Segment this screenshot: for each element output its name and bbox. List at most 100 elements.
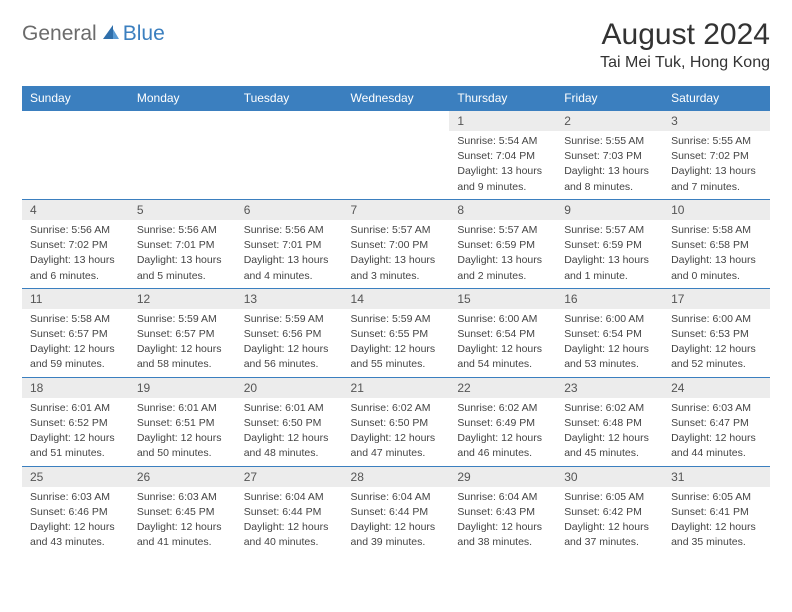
sunrise-line: Sunrise: 6:00 AM — [671, 312, 762, 327]
calendar-cell: 4Sunrise: 5:56 AMSunset: 7:02 PMDaylight… — [22, 199, 129, 288]
sunrise-line: Sunrise: 5:59 AM — [137, 312, 228, 327]
day-number: 1 — [449, 111, 556, 131]
daylight-line: Daylight: 12 hours and 41 minutes. — [137, 520, 228, 550]
sunrise-line: Sunrise: 6:05 AM — [564, 490, 655, 505]
sunrise-line: Sunrise: 6:01 AM — [244, 401, 335, 416]
day-content: Sunrise: 6:05 AMSunset: 6:41 PMDaylight:… — [663, 487, 770, 555]
calendar-row: 1Sunrise: 5:54 AMSunset: 7:04 PMDaylight… — [22, 111, 770, 200]
sunset-line: Sunset: 6:44 PM — [244, 505, 335, 520]
sunrise-line: Sunrise: 5:57 AM — [564, 223, 655, 238]
sunrise-line: Sunrise: 6:01 AM — [137, 401, 228, 416]
day-content: Sunrise: 6:03 AMSunset: 6:47 PMDaylight:… — [663, 398, 770, 466]
calendar-row: 4Sunrise: 5:56 AMSunset: 7:02 PMDaylight… — [22, 199, 770, 288]
weekday-header: Saturday — [663, 86, 770, 111]
day-content: Sunrise: 6:03 AMSunset: 6:46 PMDaylight:… — [22, 487, 129, 555]
calendar-cell: 31Sunrise: 6:05 AMSunset: 6:41 PMDayligh… — [663, 466, 770, 554]
daylight-line: Daylight: 12 hours and 38 minutes. — [457, 520, 548, 550]
day-number: 26 — [129, 467, 236, 487]
daylight-line: Daylight: 13 hours and 5 minutes. — [137, 253, 228, 283]
sunset-line: Sunset: 7:02 PM — [30, 238, 121, 253]
sunset-line: Sunset: 6:46 PM — [30, 505, 121, 520]
calendar-cell: 12Sunrise: 5:59 AMSunset: 6:57 PMDayligh… — [129, 288, 236, 377]
calendar-table: SundayMondayTuesdayWednesdayThursdayFrid… — [22, 86, 770, 554]
calendar-cell: 14Sunrise: 5:59 AMSunset: 6:55 PMDayligh… — [343, 288, 450, 377]
day-number: 30 — [556, 467, 663, 487]
calendar-cell: 24Sunrise: 6:03 AMSunset: 6:47 PMDayligh… — [663, 377, 770, 466]
day-number: 14 — [343, 289, 450, 309]
sunrise-line: Sunrise: 5:59 AM — [351, 312, 442, 327]
day-content: Sunrise: 6:03 AMSunset: 6:45 PMDaylight:… — [129, 487, 236, 555]
sunset-line: Sunset: 6:58 PM — [671, 238, 762, 253]
sunset-line: Sunset: 6:51 PM — [137, 416, 228, 431]
calendar-cell: 8Sunrise: 5:57 AMSunset: 6:59 PMDaylight… — [449, 199, 556, 288]
day-content: Sunrise: 5:58 AMSunset: 6:58 PMDaylight:… — [663, 220, 770, 288]
daylight-line: Daylight: 13 hours and 4 minutes. — [244, 253, 335, 283]
sunset-line: Sunset: 6:45 PM — [137, 505, 228, 520]
sunrise-line: Sunrise: 6:05 AM — [671, 490, 762, 505]
calendar-cell: 6Sunrise: 5:56 AMSunset: 7:01 PMDaylight… — [236, 199, 343, 288]
sunrise-line: Sunrise: 5:58 AM — [30, 312, 121, 327]
sunset-line: Sunset: 6:57 PM — [137, 327, 228, 342]
calendar-row: 18Sunrise: 6:01 AMSunset: 6:52 PMDayligh… — [22, 377, 770, 466]
day-number: 31 — [663, 467, 770, 487]
calendar-cell: 15Sunrise: 6:00 AMSunset: 6:54 PMDayligh… — [449, 288, 556, 377]
sunrise-line: Sunrise: 5:58 AM — [671, 223, 762, 238]
day-content: Sunrise: 5:59 AMSunset: 6:57 PMDaylight:… — [129, 309, 236, 377]
sunset-line: Sunset: 6:57 PM — [30, 327, 121, 342]
sunset-line: Sunset: 6:53 PM — [671, 327, 762, 342]
day-number: 24 — [663, 378, 770, 398]
calendar-cell: 30Sunrise: 6:05 AMSunset: 6:42 PMDayligh… — [556, 466, 663, 554]
daylight-line: Daylight: 12 hours and 48 minutes. — [244, 431, 335, 461]
daylight-line: Daylight: 12 hours and 35 minutes. — [671, 520, 762, 550]
sunset-line: Sunset: 6:47 PM — [671, 416, 762, 431]
sunset-line: Sunset: 6:54 PM — [457, 327, 548, 342]
sunrise-line: Sunrise: 6:03 AM — [137, 490, 228, 505]
sunrise-line: Sunrise: 6:00 AM — [564, 312, 655, 327]
day-number: 17 — [663, 289, 770, 309]
day-content: Sunrise: 6:04 AMSunset: 6:44 PMDaylight:… — [236, 487, 343, 555]
day-number: 22 — [449, 378, 556, 398]
weekday-header: Friday — [556, 86, 663, 111]
sunset-line: Sunset: 7:03 PM — [564, 149, 655, 164]
day-number: 12 — [129, 289, 236, 309]
day-content: Sunrise: 6:01 AMSunset: 6:52 PMDaylight:… — [22, 398, 129, 466]
day-content: Sunrise: 5:59 AMSunset: 6:55 PMDaylight:… — [343, 309, 450, 377]
sunset-line: Sunset: 7:02 PM — [671, 149, 762, 164]
sunset-line: Sunset: 6:56 PM — [244, 327, 335, 342]
sunrise-line: Sunrise: 6:04 AM — [457, 490, 548, 505]
day-number: 6 — [236, 200, 343, 220]
sunrise-line: Sunrise: 5:57 AM — [351, 223, 442, 238]
day-number: 19 — [129, 378, 236, 398]
day-number: 23 — [556, 378, 663, 398]
day-content: Sunrise: 5:57 AMSunset: 6:59 PMDaylight:… — [449, 220, 556, 288]
calendar-cell: 25Sunrise: 6:03 AMSunset: 6:46 PMDayligh… — [22, 466, 129, 554]
day-content: Sunrise: 6:01 AMSunset: 6:51 PMDaylight:… — [129, 398, 236, 466]
calendar-cell — [22, 111, 129, 200]
sunrise-line: Sunrise: 5:56 AM — [244, 223, 335, 238]
daylight-line: Daylight: 12 hours and 45 minutes. — [564, 431, 655, 461]
sunset-line: Sunset: 7:01 PM — [137, 238, 228, 253]
daylight-line: Daylight: 13 hours and 9 minutes. — [457, 164, 548, 194]
calendar-cell: 16Sunrise: 6:00 AMSunset: 6:54 PMDayligh… — [556, 288, 663, 377]
calendar-cell: 18Sunrise: 6:01 AMSunset: 6:52 PMDayligh… — [22, 377, 129, 466]
calendar-cell: 1Sunrise: 5:54 AMSunset: 7:04 PMDaylight… — [449, 111, 556, 200]
sunset-line: Sunset: 6:50 PM — [244, 416, 335, 431]
sunrise-line: Sunrise: 5:55 AM — [564, 134, 655, 149]
calendar-cell: 9Sunrise: 5:57 AMSunset: 6:59 PMDaylight… — [556, 199, 663, 288]
weekday-header: Monday — [129, 86, 236, 111]
day-content: Sunrise: 6:00 AMSunset: 6:53 PMDaylight:… — [663, 309, 770, 377]
day-number: 2 — [556, 111, 663, 131]
day-content: Sunrise: 5:59 AMSunset: 6:56 PMDaylight:… — [236, 309, 343, 377]
calendar-cell: 22Sunrise: 6:02 AMSunset: 6:49 PMDayligh… — [449, 377, 556, 466]
daylight-line: Daylight: 12 hours and 53 minutes. — [564, 342, 655, 372]
sunset-line: Sunset: 6:43 PM — [457, 505, 548, 520]
sunrise-line: Sunrise: 6:03 AM — [671, 401, 762, 416]
calendar-cell — [343, 111, 450, 200]
daylight-line: Daylight: 13 hours and 7 minutes. — [671, 164, 762, 194]
day-content: Sunrise: 5:58 AMSunset: 6:57 PMDaylight:… — [22, 309, 129, 377]
calendar-cell: 11Sunrise: 5:58 AMSunset: 6:57 PMDayligh… — [22, 288, 129, 377]
daylight-line: Daylight: 12 hours and 52 minutes. — [671, 342, 762, 372]
daylight-line: Daylight: 13 hours and 6 minutes. — [30, 253, 121, 283]
day-content: Sunrise: 5:54 AMSunset: 7:04 PMDaylight:… — [449, 131, 556, 199]
daylight-line: Daylight: 12 hours and 46 minutes. — [457, 431, 548, 461]
